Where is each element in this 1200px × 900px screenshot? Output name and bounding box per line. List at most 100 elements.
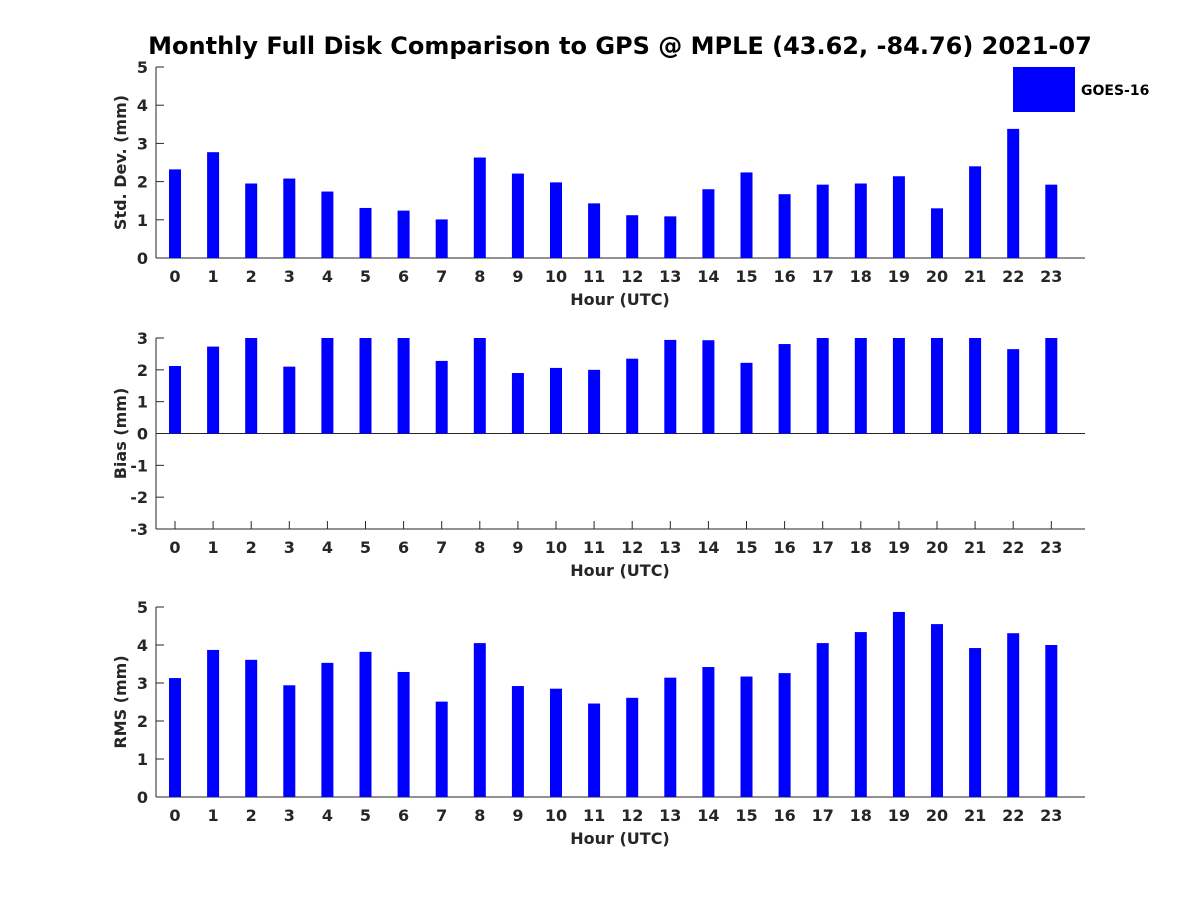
bias-x-tick-label: 16 bbox=[773, 538, 795, 557]
std-dev-bar-hour-5 bbox=[359, 207, 372, 258]
std-dev-bar-hour-7 bbox=[435, 219, 448, 258]
bias-bar-hour-20 bbox=[931, 338, 943, 434]
rms-bar-hour-18 bbox=[854, 632, 867, 797]
bias-x-tick-label: 15 bbox=[735, 538, 757, 557]
bias-x-tick-label: 14 bbox=[697, 538, 719, 557]
rms-y-tick-label: 2 bbox=[137, 712, 148, 731]
bias-x-tick-label: 22 bbox=[1002, 538, 1024, 557]
bias-bar-hour-12 bbox=[626, 358, 639, 434]
std-dev-bar-hour-17 bbox=[816, 184, 829, 258]
bias-x-tick-label: 8 bbox=[474, 538, 485, 557]
bias-y-tick-label: 2 bbox=[137, 361, 148, 380]
bias-x-tick-label: 23 bbox=[1040, 538, 1062, 557]
bias-bar-hour-16 bbox=[778, 344, 791, 434]
bias-bar-hour-23 bbox=[1045, 338, 1058, 434]
std-dev-bar-hour-16 bbox=[778, 194, 791, 258]
rms-bar-hour-16 bbox=[778, 673, 791, 797]
rms-x-tick-label: 6 bbox=[398, 806, 409, 825]
rms-bar-hour-21 bbox=[969, 648, 982, 797]
std-dev-x-tick-label: 13 bbox=[659, 267, 681, 286]
bias-bar-hour-3 bbox=[283, 366, 296, 434]
figure-title: Monthly Full Disk Comparison to GPS @ MP… bbox=[148, 32, 1092, 60]
bias-x-tick-label: 19 bbox=[888, 538, 910, 557]
rms-y-tick-label: 4 bbox=[137, 636, 148, 655]
bias-bar-hour-4 bbox=[321, 338, 334, 434]
rms-bar-hour-2 bbox=[245, 659, 258, 797]
std-dev-bar-hour-12 bbox=[626, 215, 639, 258]
rms-bar-hour-8 bbox=[473, 643, 486, 797]
rms-x-tick-label: 13 bbox=[659, 806, 681, 825]
std-dev-x-tick-label: 20 bbox=[926, 267, 948, 286]
rms-bar-hour-11 bbox=[588, 703, 601, 797]
rms-bar-hour-22 bbox=[1007, 633, 1020, 797]
bias-x-tick-label: 3 bbox=[284, 538, 295, 557]
bias-bar-hour-8 bbox=[473, 338, 486, 434]
rms-x-tick-label: 14 bbox=[697, 806, 719, 825]
rms-x-tick-label: 2 bbox=[246, 806, 257, 825]
bias-y-tick-label: 3 bbox=[137, 329, 148, 348]
std-dev-bar-hour-22 bbox=[1007, 128, 1020, 258]
rms-x-tick-label: 8 bbox=[474, 806, 485, 825]
bias-bar-hour-11 bbox=[588, 369, 601, 434]
bias-x-tick-label: 18 bbox=[850, 538, 872, 557]
std-dev-bar-hour-1 bbox=[207, 152, 220, 258]
std-dev-y-tick-label: 2 bbox=[137, 173, 148, 192]
rms-x-tick-label: 19 bbox=[888, 806, 910, 825]
rms-x-tick-label: 4 bbox=[322, 806, 333, 825]
bias-x-tick-label: 11 bbox=[583, 538, 605, 557]
rms-x-tick-label: 0 bbox=[169, 806, 180, 825]
rms-bar-hour-4 bbox=[321, 662, 334, 797]
bias-x-tick-label: 4 bbox=[322, 538, 333, 557]
std-dev-x-tick-label: 11 bbox=[583, 267, 605, 286]
legend: GOES-16 bbox=[1013, 67, 1149, 112]
bias-x-tick-label: 21 bbox=[964, 538, 986, 557]
std-dev-bar-hour-3 bbox=[283, 178, 296, 258]
bias-x-tick-label: 7 bbox=[436, 538, 447, 557]
rms-y-tick-label: 0 bbox=[137, 788, 148, 807]
std-dev-x-tick-label: 21 bbox=[964, 267, 986, 286]
bias-bar-hour-2 bbox=[245, 338, 258, 434]
std-dev-bar-hour-6 bbox=[397, 210, 410, 258]
rms-x-tick-label: 16 bbox=[773, 806, 795, 825]
rms-x-tick-label: 12 bbox=[621, 806, 643, 825]
bias-x-tick-label: 17 bbox=[812, 538, 834, 557]
rms-x-tick-label: 11 bbox=[583, 806, 605, 825]
bias-x-tick-label: 12 bbox=[621, 538, 643, 557]
std-dev-y-axis-label: Std. Dev. (mm) bbox=[111, 95, 130, 230]
std-dev-x-tick-label: 5 bbox=[360, 267, 371, 286]
std-dev-bar-hour-4 bbox=[321, 191, 334, 258]
bias-y-tick-label: -1 bbox=[130, 456, 148, 475]
bias-bar-hour-14 bbox=[702, 340, 715, 434]
bias-bar-hour-10 bbox=[550, 367, 562, 434]
rms-bar-hour-3 bbox=[283, 685, 296, 797]
rms-x-tick-label: 21 bbox=[964, 806, 986, 825]
std-dev-x-tick-label: 2 bbox=[246, 267, 257, 286]
legend-label: GOES-16 bbox=[1081, 83, 1149, 99]
bias-bar-hour-19 bbox=[892, 338, 905, 434]
legend-swatch bbox=[1013, 67, 1075, 112]
std-dev-bar-hour-15 bbox=[740, 172, 753, 258]
bias-y-tick-label: 1 bbox=[137, 393, 148, 412]
rms-y-tick-label: 1 bbox=[137, 750, 148, 769]
std-dev-bar-hour-0 bbox=[169, 169, 181, 258]
rms-bar-hour-13 bbox=[664, 677, 677, 797]
rms-x-tick-label: 3 bbox=[284, 806, 295, 825]
bias-x-axis-label: Hour (UTC) bbox=[570, 561, 670, 580]
std-dev-x-tick-label: 10 bbox=[545, 267, 567, 286]
std-dev-x-tick-label: 16 bbox=[773, 267, 795, 286]
std-dev-y-tick-label: 5 bbox=[137, 58, 148, 77]
rms-y-tick-label: 3 bbox=[137, 674, 148, 693]
bias-x-tick-label: 10 bbox=[545, 538, 567, 557]
std-dev-bar-hour-11 bbox=[588, 203, 601, 258]
bias-bar-hour-5 bbox=[359, 338, 372, 434]
std-dev-bar-hour-8 bbox=[473, 157, 486, 258]
std-dev-bar-hour-21 bbox=[969, 166, 982, 258]
rms-bar-hour-19 bbox=[892, 611, 905, 797]
std-dev-x-tick-label: 14 bbox=[697, 267, 719, 286]
std-dev-x-tick-label: 15 bbox=[735, 267, 757, 286]
bias-bar-hour-21 bbox=[969, 338, 982, 434]
std-dev-x-tick-label: 6 bbox=[398, 267, 409, 286]
